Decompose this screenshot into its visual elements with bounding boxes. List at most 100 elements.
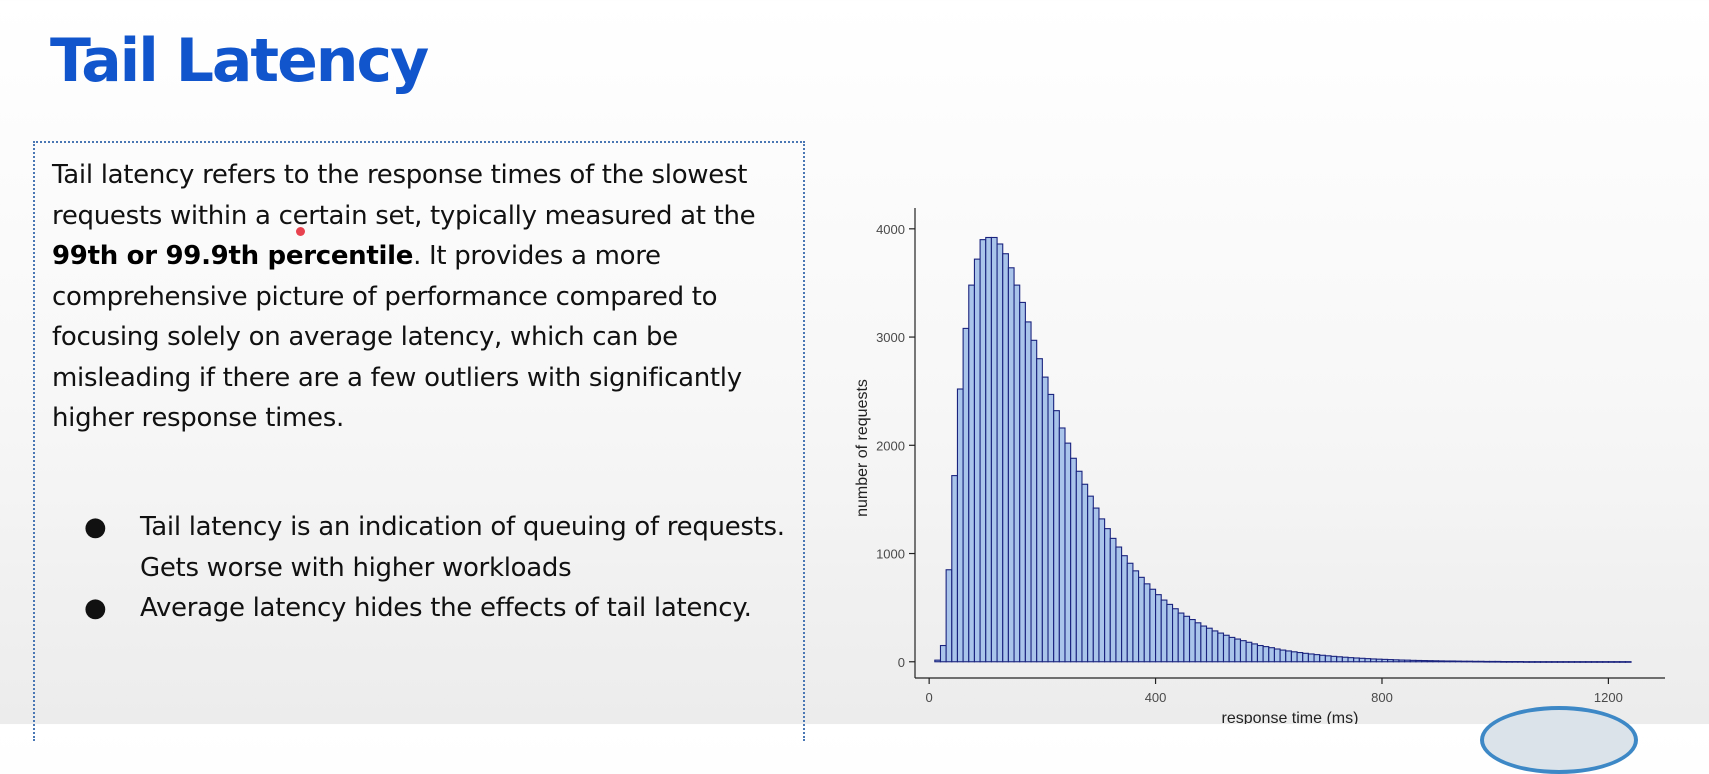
x-tick-label: 0 (926, 690, 933, 705)
histogram-bar (1290, 651, 1298, 663)
paragraph-end: . It provides a more comprehensive pictu… (52, 241, 742, 433)
histogram-bar (1432, 660, 1440, 663)
histogram-bar (1500, 660, 1508, 663)
histogram-bar (1341, 656, 1349, 663)
histogram-bar (1517, 660, 1525, 663)
histogram-bar (1002, 253, 1009, 663)
histogram-bar (1138, 576, 1145, 663)
histogram-bar (1568, 661, 1575, 663)
histogram-bar (1421, 660, 1428, 663)
y-tick-label: 2000 (876, 438, 905, 453)
y-tick-label: 0 (898, 655, 905, 670)
histogram-bar (1171, 608, 1179, 663)
histogram-bar (1132, 570, 1140, 663)
histogram-bar (1511, 660, 1519, 663)
histogram-bar (1539, 661, 1547, 663)
histogram-bar (1205, 627, 1213, 663)
histogram-bar (1007, 267, 1015, 663)
histogram-bar (1392, 659, 1400, 663)
histogram-bar (1330, 655, 1338, 663)
histogram-bar (1121, 555, 1128, 663)
histogram-bar (1455, 660, 1462, 663)
bullet-dot-icon: ● (84, 512, 107, 542)
histogram-bar (1234, 638, 1242, 663)
histogram-bar (1556, 661, 1564, 663)
histogram-bar (1409, 659, 1417, 663)
histogram-bar (1353, 657, 1360, 663)
response-time-histogram: 0 400 800 1200 0 1000 2000 3000 4000 response t… (854, 208, 1665, 724)
histogram-bar (968, 284, 975, 663)
histogram-bar (1075, 470, 1083, 663)
histogram-bar (1573, 661, 1581, 663)
histogram-bar (1047, 393, 1055, 663)
histogram-bar (1262, 646, 1270, 663)
description-paragraph: Tail latency refers to the response time… (52, 155, 797, 439)
histogram-bar (1222, 634, 1230, 663)
histogram-bars (934, 236, 1632, 663)
histogram-bar (985, 236, 992, 663)
histogram-bar (1449, 660, 1457, 663)
bullet-text: Average latency hides the effects of tai… (140, 593, 752, 623)
histogram-bar (1579, 661, 1587, 663)
histogram-bar (1370, 658, 1377, 663)
histogram-bar (1471, 660, 1479, 663)
paragraph-emphasis: 99th or 99.9th percentile (52, 241, 414, 271)
histogram-bar (990, 236, 998, 663)
histogram-bar (934, 659, 942, 663)
histogram-bar (1245, 641, 1253, 663)
presenter-webcam-bubble (1480, 706, 1638, 774)
histogram-bar (1619, 661, 1626, 663)
histogram-bar (1200, 625, 1208, 663)
histogram-bar (1613, 661, 1621, 663)
histogram-bar (1155, 594, 1162, 663)
x-tick-label: 1200 (1594, 690, 1623, 705)
histogram-bar (1313, 654, 1321, 663)
histogram-bar (1307, 653, 1315, 663)
x-tick-label: 800 (1371, 690, 1393, 705)
histogram-bar (1087, 495, 1094, 663)
histogram-bar (1098, 518, 1106, 663)
histogram-bar (1217, 632, 1225, 663)
histogram-bar (1081, 483, 1089, 663)
histogram-bar (1381, 658, 1389, 663)
histogram-bar (1053, 410, 1060, 663)
histogram-bar (1324, 655, 1332, 663)
histogram-bar (1426, 660, 1434, 663)
histogram-bar (1438, 660, 1445, 663)
y-axis-title: number of requests (854, 379, 871, 517)
laser-pointer-dot (296, 227, 305, 236)
histogram-bar (1590, 661, 1598, 663)
bullet-text: Tail latency is an indication of queuing… (140, 512, 785, 583)
histogram-bar (1149, 588, 1157, 663)
y-tick-label: 3000 (876, 330, 905, 345)
histogram-bar (1064, 442, 1072, 663)
histogram-bar (1115, 546, 1123, 663)
histogram-bar (1183, 615, 1191, 663)
histogram-bar (1319, 654, 1326, 663)
histogram-bar (1347, 657, 1355, 663)
histogram-bar (1466, 660, 1474, 663)
histogram-bar (1302, 652, 1309, 663)
histogram-bar (1279, 649, 1287, 663)
histogram-bar (1596, 661, 1604, 663)
histogram-bar (1534, 661, 1542, 663)
histogram-bar (1375, 658, 1383, 663)
histogram-bar (1415, 659, 1423, 663)
histogram-bar (1545, 661, 1553, 663)
y-axis-ticks: 0 1000 2000 3000 4000 (876, 222, 915, 670)
histogram-bar (951, 475, 959, 663)
bullet-list: ● Tail latency is an indication of queuin… (52, 507, 797, 629)
histogram-bar (1109, 537, 1117, 663)
histogram-bar (1239, 640, 1247, 663)
histogram-bar (1285, 650, 1292, 663)
histogram-bar (1177, 612, 1185, 663)
histogram-bar (1296, 652, 1304, 663)
y-tick-label: 4000 (876, 222, 905, 237)
histogram-bar (1522, 661, 1530, 663)
bullet-item: ● Tail latency is an indication of queuin… (52, 507, 797, 588)
paragraph-start: Tail latency refers to the response time… (52, 160, 756, 231)
histogram-bar (1030, 339, 1038, 663)
y-tick-label: 1000 (876, 547, 905, 562)
histogram-bar (1143, 583, 1151, 663)
histogram-bar (1551, 661, 1558, 663)
